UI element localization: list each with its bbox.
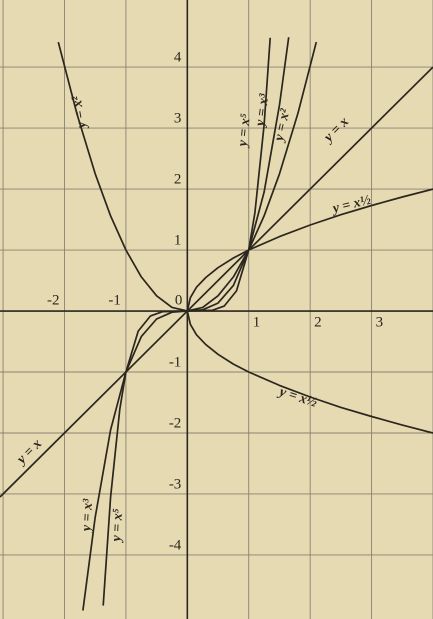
y-tick-label: -2 (169, 415, 182, 431)
curve (186, 310, 433, 434)
curve-label: y = x² (272, 107, 294, 145)
y-tick-label: 4 (174, 50, 182, 66)
y-tick-label: 1 (174, 232, 182, 248)
x-tick-label: 2 (314, 314, 322, 330)
x-tick-label: 0 (175, 292, 183, 308)
curve-label: y = x⁵ (235, 113, 254, 150)
x-tick-label: -1 (108, 292, 121, 308)
y-tick-label: -1 (169, 354, 182, 370)
x-tick-label: 1 (253, 314, 261, 330)
curve-label: y = x³ (79, 498, 96, 534)
curve-label: y = x³ (253, 92, 273, 129)
x-tick-label: 3 (376, 314, 384, 330)
curve-label: y = x² (69, 94, 90, 131)
y-tick-label: -4 (169, 537, 182, 553)
y-tick-label: 2 (174, 171, 182, 187)
curve-label: y = x⁵ (109, 508, 126, 544)
x-tick-label: -2 (47, 292, 60, 308)
y-tick-label: 3 (174, 111, 182, 127)
curve (0, 66, 433, 498)
y-tick-label: -3 (169, 476, 182, 492)
curve (186, 188, 433, 312)
